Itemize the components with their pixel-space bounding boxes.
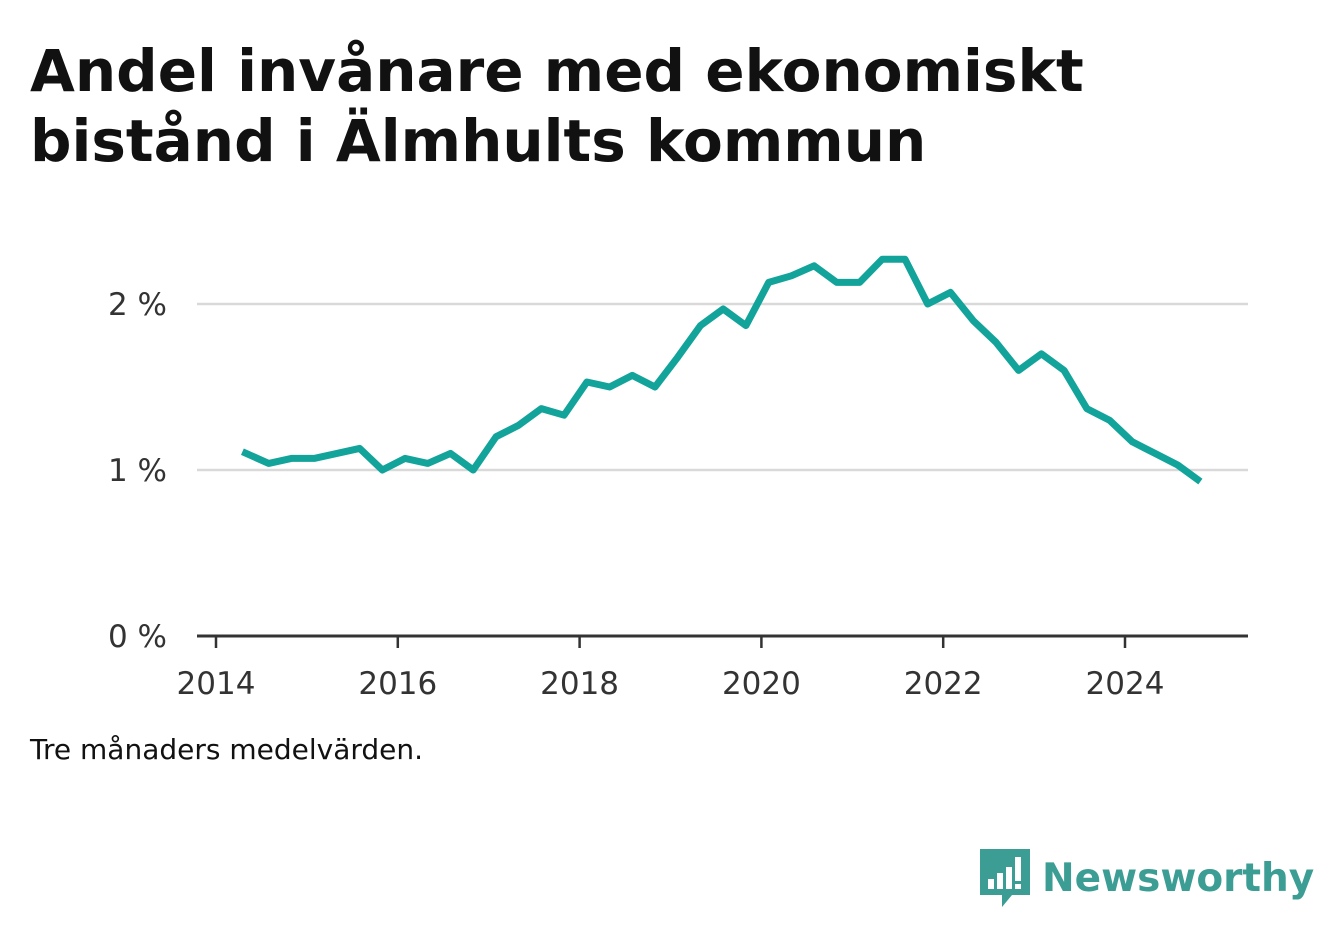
data-point [561,412,567,418]
x-tick-label: 2018 [540,666,619,702]
series-line-0 [240,255,1203,485]
data-point [493,434,499,440]
data-point [811,263,817,269]
data-point [357,445,363,451]
data-point [1175,462,1181,468]
data-point [925,301,931,307]
data-point [311,455,317,461]
data-point [379,467,385,473]
chart-note: Tre månaders medelvärden. [30,733,424,766]
x-tick-label: 2022 [904,666,983,702]
x-tick-label: 2014 [177,666,256,702]
data-point [402,455,408,461]
data-point [470,467,476,473]
data-point [970,318,976,324]
data-point [720,306,726,312]
data-point [1016,367,1022,373]
data-point [334,450,340,456]
newsworthy-logo: Newsworthy [980,848,1314,910]
y-axis: 0 % 1 % 2 % [108,287,167,655]
data-point [1129,439,1135,445]
y-tick-label: 1 % [108,453,167,489]
data-point [652,384,658,390]
data-point [266,460,272,466]
data-point [1197,479,1203,485]
data-point [1061,367,1067,373]
data-point [993,339,999,345]
data-point [448,450,454,456]
data-point [607,384,613,390]
x-axis: 2014 2016 2018 2020 2022 2024 [177,634,1248,702]
data-point [516,422,522,428]
brand-name: Newsworthy [1042,856,1315,901]
data-point [675,354,681,360]
bar-chart-speech-bubble-icon [980,849,1030,907]
data-point [1152,450,1158,456]
data-point [239,449,245,455]
data-point [902,256,908,262]
data-point [743,323,749,329]
data-point [538,406,544,412]
data-point [788,273,794,279]
x-tick-label: 2016 [358,666,437,702]
series-layer [239,255,1203,485]
x-tick-label: 2020 [722,666,801,702]
data-point [1084,406,1090,412]
y-tick-label: 2 % [108,287,167,323]
x-tick-label: 2024 [1086,666,1165,702]
data-point [425,460,431,466]
data-point [629,372,635,378]
data-point [834,279,840,285]
data-point [584,379,590,385]
data-point [857,279,863,285]
data-point [288,455,294,461]
data-point [947,289,953,295]
data-point [1038,351,1044,357]
data-point [766,279,772,285]
y-tick-label: 0 % [108,619,167,655]
grid-lines [197,302,1248,472]
data-point [1107,417,1113,423]
data-point [697,323,703,329]
chart-title: Andel invånare med ekonomiskt bistånd i … [30,37,1084,175]
data-point [879,256,885,262]
